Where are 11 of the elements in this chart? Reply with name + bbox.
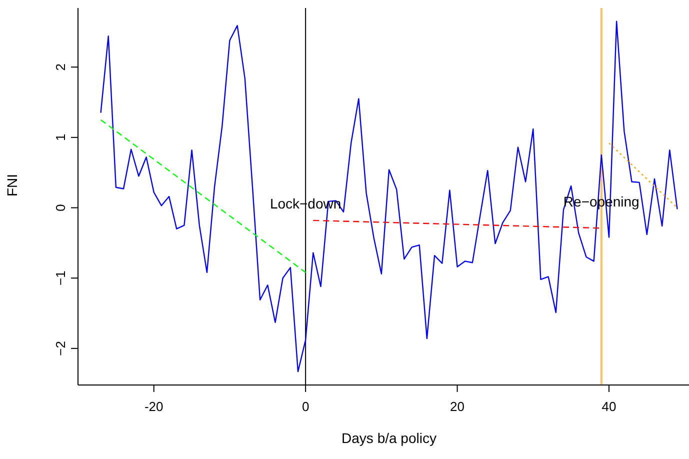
x-tick-label: -20 bbox=[144, 399, 164, 414]
x-tick-label: 40 bbox=[602, 399, 616, 414]
y-tick-label: 0 bbox=[53, 204, 68, 212]
y-axis-title: FNI bbox=[4, 174, 20, 196]
x-tick-label: 0 bbox=[302, 399, 310, 414]
y-tick-label: 2 bbox=[53, 63, 68, 71]
x-axis-title: Days b/a policy bbox=[342, 430, 436, 446]
x-tick-label: 20 bbox=[450, 399, 465, 414]
y-tick-label: −1 bbox=[53, 270, 68, 286]
y-tick-label: 1 bbox=[53, 134, 68, 142]
y-tick-label: −2 bbox=[53, 341, 68, 356]
